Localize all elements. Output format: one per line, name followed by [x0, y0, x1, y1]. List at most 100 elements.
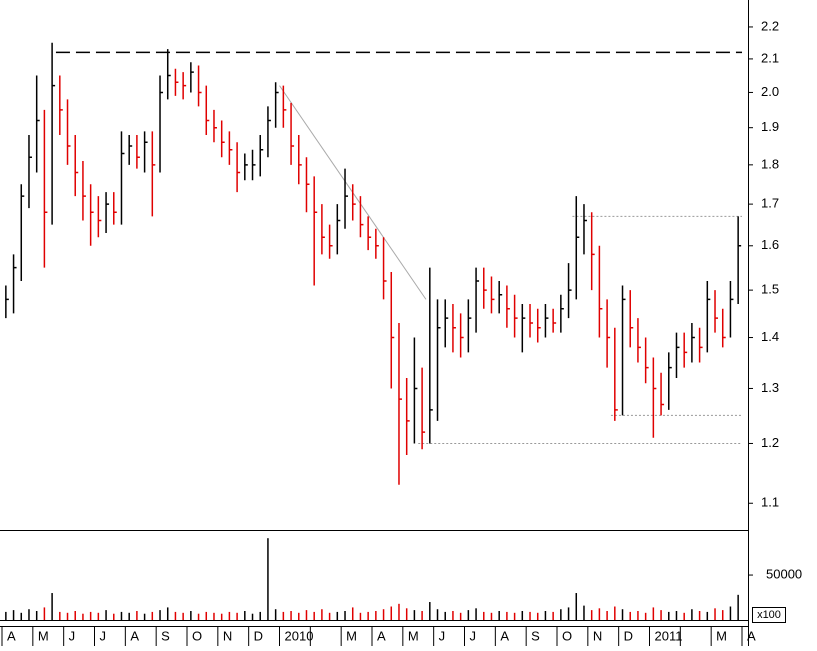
ohlc-bar	[120, 131, 125, 225]
ohlc-bar	[544, 304, 549, 338]
ohlc-bar	[220, 120, 225, 158]
ohlc-bar	[698, 327, 703, 363]
y-tick-label: 2.1	[761, 50, 779, 65]
ohlc-bar	[405, 377, 410, 456]
ohlc-bar	[675, 332, 680, 378]
ohlc-bar	[429, 267, 433, 444]
y-tick-label: 2.2	[761, 18, 779, 33]
ohlc-bar	[143, 131, 148, 173]
ohlc-bar	[683, 332, 688, 368]
ohlc-bar	[205, 85, 210, 135]
ohlc-bar	[475, 267, 480, 333]
x-tick-label: O	[192, 628, 202, 643]
x-tick-label: D	[254, 628, 263, 643]
ohlc-bar	[729, 281, 734, 338]
y-tick-label: 1.6	[761, 237, 779, 252]
y-tick-label: 2.0	[761, 84, 779, 99]
ohlc-bar	[660, 372, 665, 416]
y-tick-label: 1.2	[761, 435, 779, 450]
ohlc-bar	[598, 245, 603, 338]
ohlc-bar	[213, 109, 217, 143]
ohlc-bar	[621, 285, 626, 416]
x-tick-label: M	[38, 628, 49, 643]
volume-tick-label: 50000	[766, 566, 802, 581]
ohlc-bar	[506, 285, 510, 328]
ohlc-bar	[313, 176, 318, 286]
ohlc-bar	[128, 134, 133, 165]
ohlc-bar	[267, 106, 271, 158]
x-tick-label: D	[624, 628, 633, 643]
ohlc-bar	[629, 290, 634, 348]
y-tick-label: 1.1	[761, 495, 779, 510]
ohlc-bar	[5, 285, 9, 319]
ohlc-bar	[336, 204, 341, 255]
ohlc-bar	[721, 308, 726, 348]
ohlc-bar	[97, 196, 102, 238]
x-tick-label: A	[7, 628, 16, 643]
ohlc-bar	[375, 228, 379, 259]
ohlc-bar	[51, 42, 56, 225]
ohlc-bar	[421, 367, 426, 450]
x-tick-label: S	[531, 628, 540, 643]
ohlc-bar	[367, 216, 372, 251]
y-tick-label: 1.9	[761, 119, 779, 134]
y-tick-label: 1.3	[761, 380, 779, 395]
x-tick-label: N	[593, 628, 602, 643]
ohlc-bar	[43, 109, 48, 268]
ohlc-bar	[228, 131, 233, 165]
x-tick-label: 2010	[285, 628, 314, 643]
ohlc-bar	[236, 142, 241, 193]
ohlc-bar	[444, 299, 449, 348]
y-tick-label: 1.4	[761, 329, 779, 344]
ohlc-bar	[190, 62, 194, 93]
ohlc-bar	[513, 294, 518, 338]
ohlc-bar	[390, 272, 395, 389]
ohlc-bar	[498, 281, 503, 314]
ohlc-bar	[714, 290, 719, 333]
ohlc-bar	[575, 196, 580, 300]
ohlc-bar	[151, 131, 156, 217]
ohlc-bar	[12, 254, 17, 314]
x-tick-label: O	[562, 628, 572, 643]
x-tick-label: A	[377, 628, 386, 643]
ohlc-bar	[637, 318, 641, 363]
y-tick-label: 1.8	[761, 156, 779, 171]
ohlc-bar	[113, 192, 117, 225]
x-tick-label: 2011	[655, 628, 683, 643]
ohlc-bar	[89, 184, 94, 246]
ohlc-bar	[166, 49, 171, 100]
x-tick-label: M	[408, 628, 419, 643]
ohlc-bar	[136, 134, 140, 169]
x-tick-label: A	[747, 628, 756, 643]
ohlc-bar	[382, 237, 387, 300]
x-tick-label: J	[100, 628, 107, 643]
ohlc-bar	[483, 267, 487, 309]
ohlc-bar	[737, 216, 742, 305]
y-tick-label: 1.5	[761, 282, 779, 297]
ohlc-bar	[668, 352, 672, 410]
ohlc-bar	[652, 357, 657, 438]
ohlc-bar	[560, 294, 564, 333]
x-tick-label: J	[439, 628, 446, 643]
ohlc-bar	[706, 281, 711, 353]
x-tick-label: A	[500, 628, 509, 643]
ohlc-bar	[244, 153, 248, 181]
ohlc-bar	[305, 157, 310, 213]
ohlc-bar	[174, 68, 179, 96]
ohlc-bar	[298, 134, 302, 185]
ohlc-bar	[459, 313, 464, 358]
x-tick-label: N	[223, 628, 232, 643]
ohlc-bar	[413, 337, 418, 444]
ohlc-bar	[59, 75, 63, 135]
ohlc-bar	[436, 299, 441, 421]
ohlc-bar	[536, 308, 541, 343]
ohlc-bar	[614, 327, 618, 421]
ohlc-bar	[321, 204, 325, 255]
x-tick-label: J	[69, 628, 76, 643]
y-tick-label: 1.7	[761, 196, 779, 211]
ohlc-bar	[197, 65, 202, 107]
ohlc-bar	[590, 212, 595, 291]
ohlc-bar	[467, 299, 472, 353]
